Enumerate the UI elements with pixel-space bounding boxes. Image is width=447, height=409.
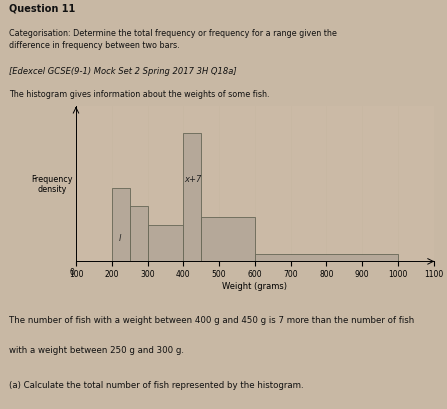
Text: with a weight between 250 g and 300 g.: with a weight between 250 g and 300 g. [9, 346, 184, 355]
Bar [201, 218, 255, 262]
Text: The histogram gives information about the weights of some fish.: The histogram gives information about th… [9, 90, 270, 99]
Y-axis label: Frequency
density: Frequency density [32, 174, 73, 194]
Text: x+7: x+7 [184, 175, 202, 184]
Text: (a) Calculate the total number of fish represented by the histogram.: (a) Calculate the total number of fish r… [9, 380, 304, 389]
Bar [183, 134, 201, 262]
Text: 0: 0 [69, 267, 74, 276]
X-axis label: Weight (grams): Weight (grams) [222, 281, 287, 290]
Text: Categorisation: Determine the total frequency or frequency for a range given the: Categorisation: Determine the total freq… [9, 29, 337, 49]
Bar [112, 189, 130, 262]
Bar [255, 254, 398, 262]
Bar [148, 225, 183, 262]
Text: [Edexcel GCSE(9-1) Mock Set 2 Spring 2017 3H Q18a]: [Edexcel GCSE(9-1) Mock Set 2 Spring 201… [9, 66, 236, 75]
Text: Question 11: Question 11 [9, 3, 75, 13]
Text: The number of fish with a weight between 400 g and 450 g is 7 more than the numb: The number of fish with a weight between… [9, 315, 414, 324]
Bar [130, 207, 148, 262]
Text: l: l [118, 234, 121, 243]
